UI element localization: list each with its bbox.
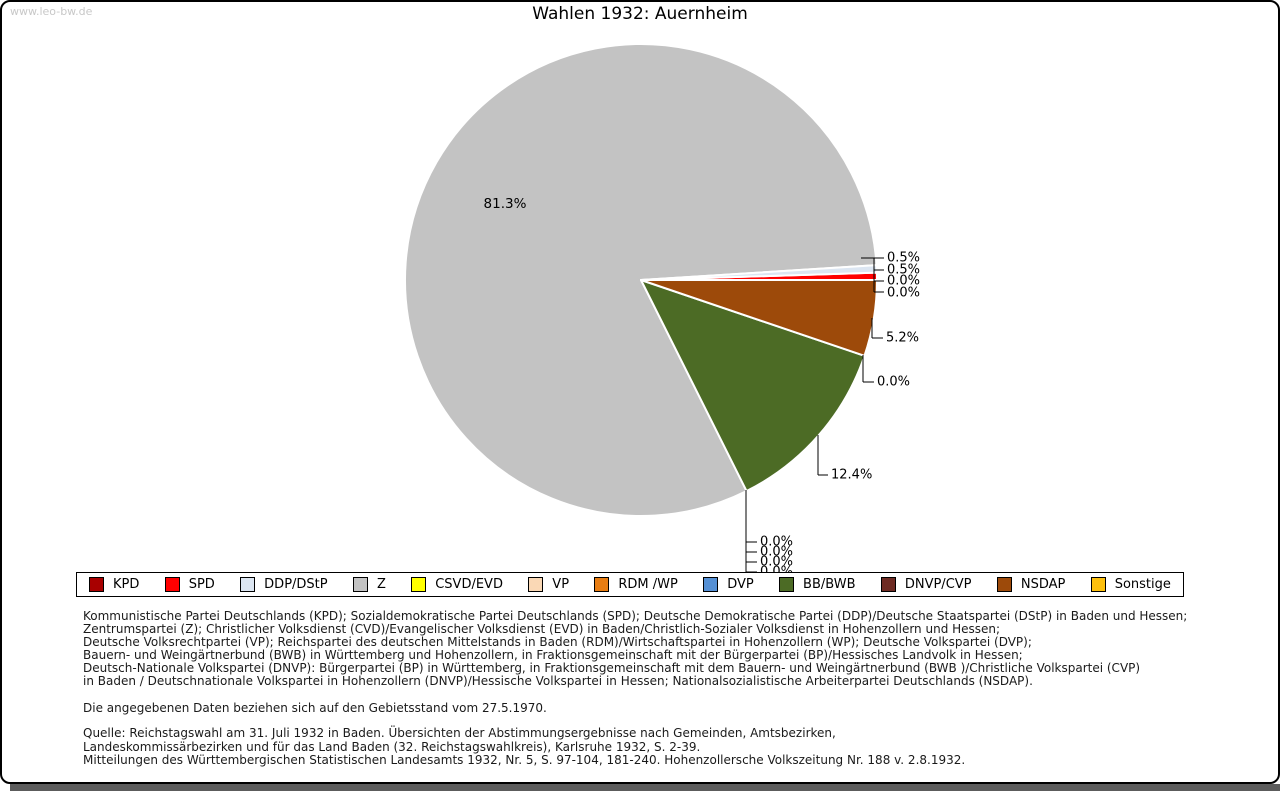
- legend-swatch: [703, 577, 719, 592]
- pct-label-NSDAP: 5.2%: [886, 331, 919, 346]
- legend-item-Z: Z: [352, 577, 386, 592]
- watermark: www.leo-bw.de: [10, 5, 93, 18]
- legend-swatch: [240, 577, 256, 592]
- legend-swatch: [594, 577, 610, 592]
- legend-item-DNVP/CVP: DNVP/CVP: [880, 577, 972, 592]
- legend-label: Z: [376, 577, 386, 592]
- page-title: Wahlen 1932: Auernheim: [532, 4, 748, 24]
- pie-slice-BB/BWB: [640, 279, 866, 493]
- legend-item-BB/BWB: BB/BWB: [779, 577, 856, 592]
- legend-swatch: [528, 577, 544, 592]
- legend-item-NSDAP: NSDAP: [996, 577, 1066, 592]
- legend-swatch: [411, 577, 427, 592]
- legend-item-CSVD/EVD: CSVD/EVD: [411, 577, 503, 592]
- pct-label-RDM /WP: 0.0%: [760, 555, 793, 570]
- legend-label: DDP/DStP: [264, 577, 328, 592]
- text-line: Kommunistische Partei Deutschlands (KPD)…: [83, 609, 1188, 623]
- text-line: Landeskommissärbezirken und für das Land…: [83, 739, 701, 754]
- legend-swatch: [89, 577, 104, 592]
- legend-label: VP: [552, 577, 570, 592]
- text-line: Zentrumspartei (Z); Christlicher Volksdi…: [83, 622, 1001, 636]
- pct-label-Sonstige: 0.0%: [887, 286, 920, 301]
- legend-swatch: [996, 577, 1012, 592]
- legend-label: DNVP/CVP: [904, 577, 972, 592]
- legend-label: CSVD/EVD: [435, 577, 503, 592]
- legend-item-SPD: SPD: [164, 577, 215, 592]
- legend-swatch: [880, 577, 896, 592]
- legend-swatch: [779, 577, 795, 592]
- text-line: Deutsche Volksrechtpartei (VP); Reichspa…: [83, 635, 1032, 649]
- text-line: in Baden / Deutschnationale Volkspartei …: [83, 674, 1033, 688]
- text-line: Quelle: Reichstagswahl am 31. Juli 1932 …: [83, 726, 836, 740]
- legend-label: KPD: [113, 577, 140, 592]
- legend: KPD SPD DDP/DStP Z CSVD/EVD VP RDM /WP DVP BB/BW…: [76, 572, 1184, 597]
- source-note: Quelle: Reichstagswahl am 31. Juli 1932 …: [83, 726, 966, 768]
- legend-item-DVP: DVP: [703, 577, 754, 592]
- legend-label: DVP: [727, 577, 754, 592]
- pct-label-CSVD/EVD: 0.0%: [760, 535, 793, 550]
- legend-item-VP: VP: [528, 577, 569, 592]
- legend-item-Sonstige: Sonstige: [1090, 577, 1171, 592]
- pct-label-KPD: 0.0%: [887, 274, 920, 289]
- pct-label-SPD: 0.5%: [887, 263, 920, 278]
- legend-swatch: [164, 577, 180, 592]
- gebietsstand-note: Die angegebenen Daten beziehen sich auf …: [83, 701, 547, 715]
- text-line: Bauern- und Weingärtnerbund (BWB) in Wür…: [83, 648, 1023, 662]
- pct-label-VP: 0.0%: [760, 545, 793, 560]
- legend-item-DDP/DStP: DDP/DStP: [240, 577, 328, 592]
- legend-label: BB/BWB: [803, 577, 856, 592]
- legend-item-KPD: KPD: [89, 577, 139, 592]
- legend-label: NSDAP: [1020, 577, 1066, 592]
- legend-swatch: [1090, 577, 1106, 592]
- pct-label-DNVP/CVP: 0.0%: [877, 375, 910, 390]
- legend-swatch: [352, 577, 368, 592]
- pct-label-DDP/DStP: 0.5%: [887, 251, 920, 266]
- text-line: Mitteilungen des Württembergischen Stati…: [83, 753, 966, 767]
- legend-item-RDM /WP: RDM /WP: [594, 577, 678, 592]
- pie-slice-DDP/DStP: [640, 264, 878, 281]
- bottom-shadow: [10, 784, 1280, 791]
- party-explanation: Kommunistische Partei Deutschlands (KPD)…: [83, 610, 1187, 688]
- legend-label: RDM /WP: [618, 577, 678, 592]
- pct-label-Z: 81.3%: [484, 196, 527, 212]
- legend-label: Sonstige: [1114, 577, 1171, 592]
- text-line: Deutsch-Nationale Volkspartei (DNVP): Bü…: [83, 661, 1141, 675]
- legend-label: SPD: [188, 577, 215, 592]
- pct-label-BB/BWB: 12.4%: [831, 468, 872, 483]
